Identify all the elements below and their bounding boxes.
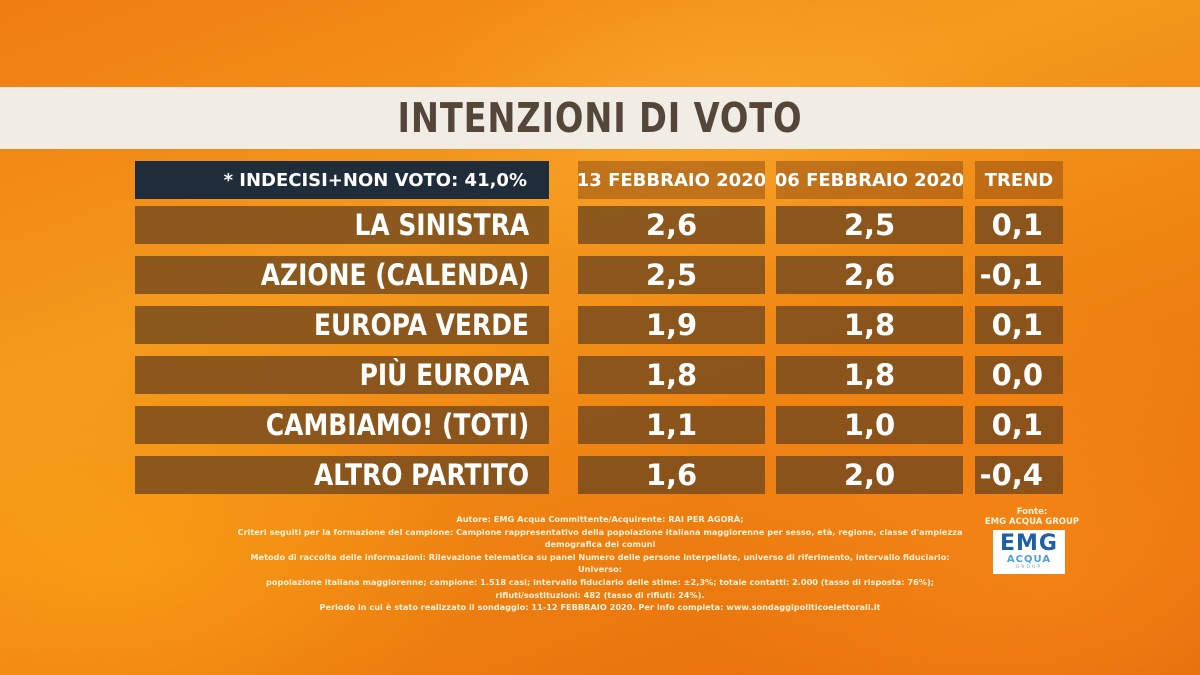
footnote-line: popolazione italiana maggiorenne; campio…: [266, 576, 934, 600]
party-label-europa-verde: EUROPA VERDE: [135, 306, 549, 344]
value-text: 2,5: [843, 208, 896, 242]
undecided-note-text: * INDECISI+NON VOTO: 41,0%: [223, 169, 527, 191]
value-text: 2,6: [843, 258, 896, 292]
footnote-line: Periodo in cui è stato realizzato il son…: [319, 602, 881, 613]
column-header-06-feb: 06 FEBBRAIO 2020: [776, 161, 963, 199]
title-band: [0, 87, 1200, 149]
value-13-feb: 1,6: [578, 456, 765, 494]
party-label-text: CAMBIAMO! (TOTI): [265, 408, 529, 442]
value-text: 1,8: [645, 358, 698, 392]
value-text: 2,5: [645, 258, 698, 292]
footnote-line: Autore: EMG Acqua Committente/Acquirente…: [456, 514, 744, 524]
party-label-text: PIÙ EUROPA: [359, 358, 529, 392]
source-label-line2: EMG ACQUA GROUP: [984, 517, 1080, 527]
value-06-feb: 2,5: [776, 206, 963, 244]
value-text: 1,1: [645, 408, 698, 442]
party-label-la-sinistra: LA SINISTRA: [135, 206, 549, 244]
party-label-text: AZIONE (CALENDA): [260, 258, 529, 292]
value-06-feb: 1,0: [776, 406, 963, 444]
trend-text: 0,1: [991, 408, 1043, 442]
undecided-note: * INDECISI+NON VOTO: 41,0%: [135, 161, 549, 199]
party-label-altro-partito: ALTRO PARTITO: [135, 456, 549, 494]
party-label-cambiamo: CAMBIAMO! (TOTI): [135, 406, 549, 444]
page-title: INTENZIONI DI VOTO: [397, 94, 803, 142]
value-06-feb: 2,0: [776, 456, 963, 494]
value-13-feb: 1,8: [578, 356, 765, 394]
value-06-feb: 1,8: [776, 356, 963, 394]
logo-emg-text: EMG: [1000, 531, 1058, 556]
value-13-feb: 1,9: [578, 306, 765, 344]
value-text: 1,8: [843, 358, 896, 392]
trend-value: 0,1: [975, 306, 1063, 344]
trend-value: 0,0: [975, 356, 1063, 394]
value-13-feb: 1,1: [578, 406, 765, 444]
trend-value: -0,1: [975, 256, 1063, 294]
trend-text: 0,1: [991, 308, 1043, 342]
source-label-line1: Fonte:: [1016, 507, 1048, 517]
trend-value: -0,4: [975, 456, 1063, 494]
party-label-text: LA SINISTRA: [354, 208, 529, 242]
source-label: Fonte: EMG ACQUA GROUP: [980, 507, 1084, 527]
party-label-piu-europa: PIÙ EUROPA: [135, 356, 549, 394]
value-06-feb: 2,6: [776, 256, 963, 294]
trend-text: 0,0: [991, 358, 1043, 392]
party-label-text: EUROPA VERDE: [314, 308, 529, 342]
emg-acqua-logo: EMG ACQUA GROUP: [993, 530, 1065, 574]
trend-value: 0,1: [975, 406, 1063, 444]
value-text: 2,0: [843, 458, 896, 492]
column-header-13-feb-text: 13 FEBBRAIO 2020: [578, 169, 765, 191]
trend-text: -0,4: [979, 458, 1043, 492]
party-label-azione: AZIONE (CALENDA): [135, 256, 549, 294]
trend-text: -0,1: [979, 258, 1043, 292]
party-label-text: ALTRO PARTITO: [313, 458, 529, 492]
column-header-06-feb-text: 06 FEBBRAIO 2020: [776, 169, 963, 191]
value-text: 2,6: [645, 208, 698, 242]
value-text: 1,0: [843, 408, 896, 442]
value-text: 1,6: [645, 458, 698, 492]
value-text: 1,9: [645, 308, 698, 342]
value-06-feb: 1,8: [776, 306, 963, 344]
column-header-trend: TREND: [975, 161, 1063, 199]
logo-acqua-text: ACQUA: [1006, 554, 1052, 565]
column-header-13-feb: 13 FEBBRAIO 2020: [578, 161, 765, 199]
trend-text: 0,1: [991, 208, 1043, 242]
value-13-feb: 2,5: [578, 256, 765, 294]
methodology-footnote: Autore: EMG Acqua Committente/Acquirente…: [230, 513, 970, 614]
logo-group-text: GROUP: [1015, 565, 1043, 570]
footnote-line: Metodo di raccolta delle informazioni: R…: [250, 551, 950, 575]
column-header-trend-text: TREND: [984, 169, 1054, 191]
value-text: 1,8: [843, 308, 896, 342]
value-13-feb: 2,6: [578, 206, 765, 244]
trend-value: 0,1: [975, 206, 1063, 244]
footnote-line: Criteri seguiti per la formazione del ca…: [237, 526, 963, 550]
